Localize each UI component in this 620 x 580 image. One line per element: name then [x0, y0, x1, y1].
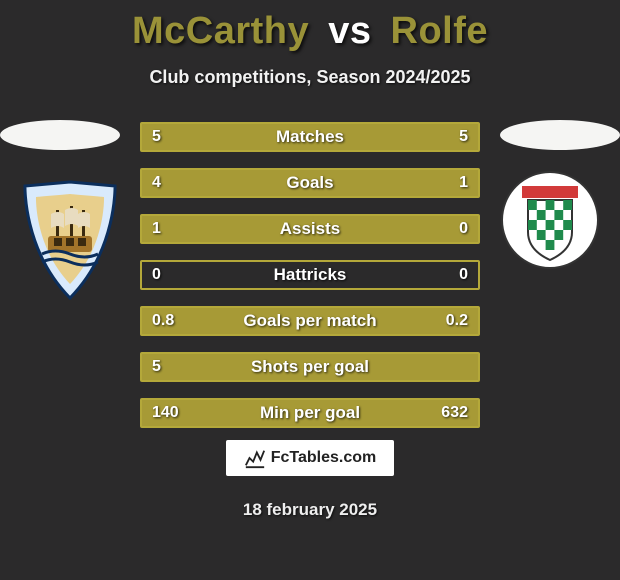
bar-fill-right: [411, 170, 478, 196]
stat-row: Shots per goal5: [140, 352, 480, 382]
title-vs: vs: [328, 10, 371, 52]
bar-fill-right: [411, 308, 478, 334]
stat-row: Matches55: [140, 122, 480, 152]
stat-value-left: 0: [142, 262, 171, 288]
bar-fill-right: [310, 124, 478, 150]
stat-row: Min per goal140632: [140, 398, 480, 428]
stats-bars: Matches55 Goals41 Assists10 Hattricks0 0 Goal…: [140, 122, 480, 444]
stat-value-right: 0: [449, 262, 478, 288]
club-badge-left: [20, 180, 120, 300]
bar-fill-left: [142, 124, 310, 150]
stat-row: Goals41: [140, 168, 480, 198]
logo-text: FcTables.com: [271, 449, 377, 467]
stat-row: Assists10: [140, 214, 480, 244]
player-silhouette-left: [0, 120, 120, 150]
page-subtitle: Club competitions, Season 2024/2025: [0, 67, 620, 88]
title-player-right: Rolfe: [391, 10, 489, 52]
comparison-infographic: McCarthy vs Rolfe Club competitions, Sea…: [0, 0, 620, 580]
bar-fill-left: [142, 216, 478, 242]
bar-fill-left: [142, 400, 202, 426]
title-player-left: McCarthy: [132, 10, 309, 52]
stat-label: Hattricks: [142, 262, 478, 288]
chart-icon: [244, 447, 266, 469]
bar-fill-right: [202, 400, 478, 426]
fctables-logo: FcTables.com: [226, 440, 394, 476]
page-title: McCarthy vs Rolfe: [0, 0, 620, 53]
stat-row: Goals per match0.80.2: [140, 306, 480, 336]
footer-date: 18 february 2025: [0, 500, 620, 520]
bar-fill-left: [142, 354, 478, 380]
player-silhouette-right: [500, 120, 620, 150]
bar-fill-left: [142, 170, 411, 196]
club-badge-right: [500, 170, 600, 270]
bar-fill-left: [142, 308, 411, 334]
stat-row: Hattricks0 0: [140, 260, 480, 290]
